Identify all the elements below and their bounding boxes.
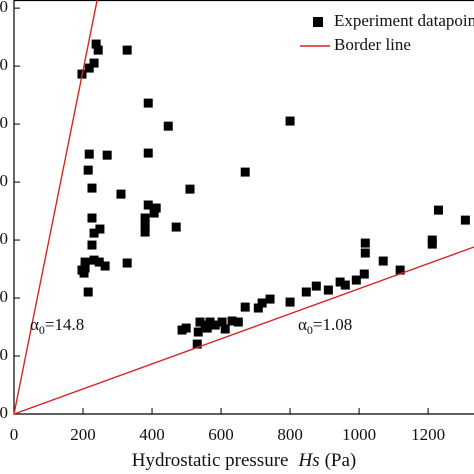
data-point [100, 261, 110, 271]
data-point [80, 263, 90, 273]
data-point [359, 269, 369, 279]
data-point [193, 327, 203, 337]
data-point [89, 58, 99, 68]
data-point [185, 184, 195, 194]
data-point [253, 303, 263, 313]
data-point [257, 298, 267, 308]
data-point [84, 149, 94, 159]
legend-marker [313, 17, 323, 27]
data-point [240, 167, 250, 177]
x-label-main: Hydrostatic pressure [132, 450, 289, 471]
data-point [140, 220, 150, 230]
y-tick-label: 2500 [0, 113, 8, 132]
data-point [340, 280, 350, 290]
data-point [285, 116, 295, 126]
data-point [116, 189, 126, 199]
y-tick-label: 500 [0, 345, 8, 364]
data-point [233, 317, 243, 327]
data-point [265, 294, 275, 304]
annotation-sub: 0 [39, 323, 45, 337]
annotation: α0=14.8 [30, 315, 84, 337]
data-point [84, 63, 94, 73]
data-point [79, 268, 89, 278]
data-point [87, 183, 97, 193]
data-point [227, 316, 237, 326]
data-point [122, 258, 132, 268]
data-point [89, 255, 99, 265]
data-point [95, 224, 105, 234]
data-point [210, 320, 220, 330]
data-point [202, 323, 212, 333]
data-point [351, 275, 361, 285]
annotation-text: =1.08 [313, 315, 352, 334]
y-tick-label: 0 [0, 403, 8, 422]
data-point [83, 165, 93, 175]
data-point [335, 277, 345, 287]
x-tick-label: 1000 [342, 425, 376, 444]
data-point [360, 248, 370, 258]
data-point [143, 200, 153, 210]
data-point [427, 235, 437, 245]
x-tick-label: 400 [139, 425, 165, 444]
legend-label: Border line [334, 35, 411, 54]
x-label-var: Hs [297, 450, 319, 471]
y-tick-label: 1000 [0, 287, 8, 306]
y-tick-label: 1500 [0, 229, 8, 248]
x-label-unit: (Pa) [325, 450, 357, 471]
data-point [80, 257, 90, 267]
data-point [378, 256, 388, 266]
data-point [122, 45, 132, 55]
data-point [360, 238, 370, 248]
data-point [181, 323, 191, 333]
data-point [89, 228, 99, 238]
data-point [395, 265, 405, 275]
data-point [91, 39, 101, 49]
data-point [93, 45, 103, 55]
data-point [87, 213, 97, 223]
data-point [433, 205, 443, 215]
x-tick-label: 600 [208, 425, 234, 444]
x-tick-label: 1200 [411, 425, 445, 444]
data-point [192, 339, 202, 349]
data-point [323, 285, 333, 295]
data-point [460, 215, 470, 225]
annotation: α0=1.08 [298, 315, 352, 337]
data-point [140, 213, 150, 223]
data-point [102, 150, 112, 160]
y-tick-label: 3500 [0, 0, 8, 16]
data-point [143, 148, 153, 158]
annotation-text: =14.8 [45, 315, 84, 334]
data-point [311, 281, 321, 291]
annotation-symbol: α [30, 315, 39, 334]
data-point [301, 287, 311, 297]
annotation-sub: 0 [307, 323, 313, 337]
data-point [285, 297, 295, 307]
annotation-symbol: α [298, 315, 307, 334]
x-axis-label: Hydrostatic pressure Hs (Pa) [132, 450, 357, 471]
legend-label: Experiment datapoints [334, 11, 474, 30]
data-point [149, 208, 159, 218]
data-point [83, 287, 93, 297]
x-tick-label: 200 [70, 425, 96, 444]
data-point [143, 98, 153, 108]
data-point [171, 222, 181, 232]
data-point [163, 121, 173, 131]
data-point [195, 317, 205, 327]
y-tick-label: 3000 [0, 55, 8, 74]
data-point [140, 227, 150, 237]
data-point [151, 203, 161, 213]
data-point [87, 240, 97, 250]
data-point [94, 257, 104, 267]
x-tick-label: 800 [277, 425, 303, 444]
data-point [205, 317, 215, 327]
border-line [13, 0, 474, 416]
data-point [240, 302, 250, 312]
x-tick-label: 0 [10, 425, 19, 444]
data-point [220, 324, 230, 334]
data-point [217, 317, 227, 327]
